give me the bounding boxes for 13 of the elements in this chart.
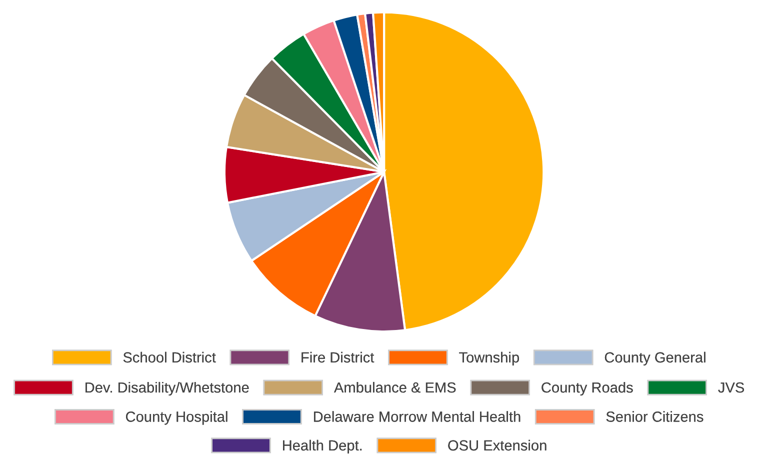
legend-label: County Roads (542, 382, 633, 396)
legend-label: Senior Citizens (606, 411, 704, 422)
legend-label: JVS (718, 382, 744, 393)
legend-label: Ambulance & EMS (334, 382, 456, 393)
legend-label: County General (604, 352, 706, 366)
legend-label: Township (459, 352, 519, 366)
legend-label: Dev. Disability/Whetstone (86, 382, 249, 396)
legend-label: Fire District (302, 352, 374, 363)
legend-label: OSU Extension (448, 440, 546, 451)
legend-label: County Hospital (126, 411, 228, 425)
legend-label: Delaware Morrow Mental Health (314, 411, 520, 422)
legend-label: School District (123, 352, 216, 363)
legend-label: Health Dept. (283, 440, 362, 454)
